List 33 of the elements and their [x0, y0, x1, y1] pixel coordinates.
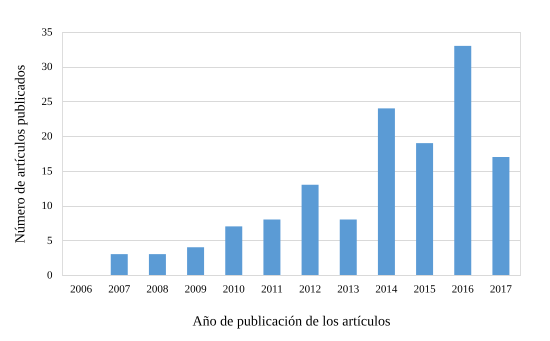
x-tick-label: 2011	[261, 284, 283, 296]
bar	[110, 254, 128, 275]
y-tick-label: 0	[47, 270, 53, 282]
y-tick-label: 5	[47, 234, 53, 247]
x-tick-label: 2008	[146, 284, 169, 296]
x-tick-label: 2016	[452, 284, 474, 296]
x-tick-label: 2014	[375, 284, 398, 296]
x-tick-label: 2017	[490, 284, 512, 296]
bar	[492, 156, 510, 275]
bar	[225, 226, 242, 275]
y-tick-label: 20	[42, 130, 53, 143]
bar	[263, 219, 280, 275]
x-tick-label: 2010	[222, 284, 246, 296]
bar	[454, 46, 472, 275]
bar	[378, 108, 395, 275]
bar	[187, 247, 204, 275]
x-tick-label: 2007	[108, 284, 131, 296]
y-tick-label: 30	[42, 61, 53, 74]
bar	[416, 143, 434, 275]
y-axis-title: Número de artículos publicados	[14, 64, 28, 244]
y-tick-label: 10	[42, 200, 53, 212]
y-tick-label: 15	[42, 165, 53, 178]
x-tick-label: 2013	[337, 284, 360, 296]
bar	[340, 219, 357, 275]
x-axis-title: Año de publicación de los artículos	[192, 314, 390, 330]
x-tick-label: 2015	[414, 284, 436, 296]
x-tick-label: 2009	[184, 284, 208, 296]
bar	[302, 184, 319, 275]
x-tick-label: 2012	[299, 284, 322, 296]
x-tick-label: 2006	[70, 284, 93, 296]
bar	[148, 254, 166, 275]
y-tick-label: 35	[42, 26, 53, 38]
y-tick-label: 25	[42, 96, 53, 108]
